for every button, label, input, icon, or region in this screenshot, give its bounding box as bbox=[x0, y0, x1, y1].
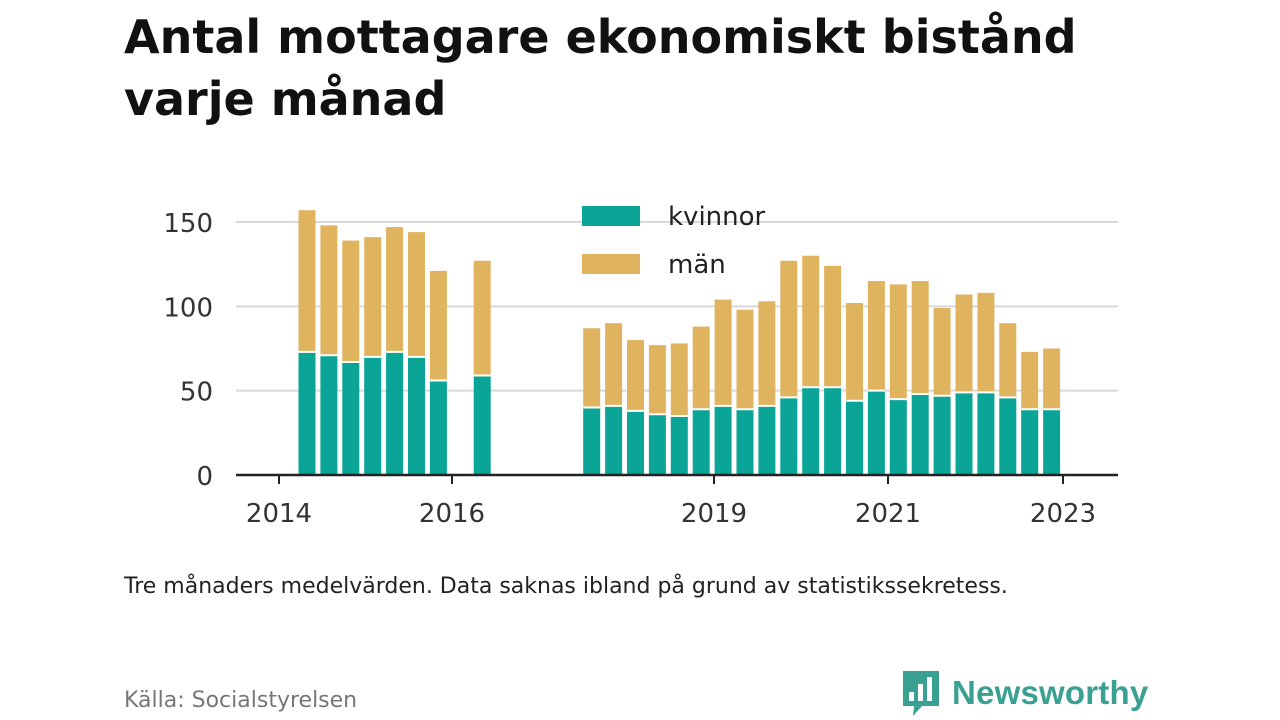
bar-man bbox=[670, 343, 688, 416]
bar-man bbox=[824, 265, 842, 388]
x-tick-label: 2019 bbox=[681, 499, 747, 529]
bar-kvinnor bbox=[364, 356, 382, 475]
y-tick-label: 0 bbox=[196, 462, 213, 492]
x-tick-label: 2016 bbox=[419, 499, 485, 529]
bar-chart: 0 50 100 150 2014 2016 2019 2021 2023 kvinnor män bbox=[163, 202, 1118, 529]
bar-man bbox=[977, 292, 995, 393]
bar-kvinnor bbox=[386, 351, 404, 475]
bar-man bbox=[714, 299, 732, 406]
bar-man bbox=[692, 326, 710, 410]
bar-kvinnor bbox=[999, 397, 1017, 475]
x-tick-label: 2014 bbox=[246, 499, 312, 529]
y-tick-label: 100 bbox=[163, 293, 213, 323]
bar-kvinnor bbox=[867, 390, 885, 475]
y-tick-label: 150 bbox=[163, 209, 213, 239]
source-text: Källa: Socialstyrelsen bbox=[124, 688, 358, 713]
bar-kvinnor bbox=[429, 380, 447, 475]
bar-kvinnor bbox=[758, 405, 776, 475]
bar-man bbox=[758, 301, 776, 406]
legend-swatch bbox=[582, 254, 640, 274]
bar-man bbox=[298, 210, 316, 352]
bar-man bbox=[846, 302, 863, 401]
bar-kvinnor bbox=[824, 387, 842, 475]
bar-kvinnor bbox=[605, 405, 623, 475]
bar-kvinnor bbox=[802, 387, 820, 475]
bar-man bbox=[889, 284, 907, 400]
bar-kvinnor bbox=[955, 392, 973, 475]
bar-man bbox=[364, 237, 382, 357]
y-tick-label: 50 bbox=[180, 378, 213, 408]
bar-kvinnor bbox=[933, 395, 951, 475]
bar-kvinnor bbox=[1043, 409, 1061, 475]
bar-kvinnor bbox=[692, 409, 710, 475]
bar-kvinnor bbox=[1021, 409, 1039, 475]
bar-kvinnor bbox=[889, 399, 907, 475]
bar-man bbox=[1021, 351, 1039, 410]
bar-man bbox=[1043, 348, 1061, 410]
legend-swatch bbox=[582, 206, 640, 226]
bar-kvinnor bbox=[408, 356, 425, 475]
bar-kvinnor bbox=[648, 414, 666, 475]
bar-man bbox=[648, 345, 666, 415]
bar-man bbox=[320, 225, 338, 356]
newsworthy-logo-icon bbox=[903, 671, 939, 716]
bar-kvinnor bbox=[911, 394, 929, 475]
legend-label: kvinnor bbox=[668, 202, 766, 232]
bar-kvinnor bbox=[736, 409, 754, 475]
legend-label: män bbox=[668, 250, 726, 280]
bar-man bbox=[429, 270, 447, 381]
bar-man bbox=[955, 294, 973, 393]
bar-man bbox=[408, 232, 425, 357]
bar-kvinnor bbox=[473, 375, 491, 475]
bar-man bbox=[627, 340, 644, 411]
chart-note: Tre månaders medelvärden. Data saknas ib… bbox=[124, 574, 1008, 599]
bar-man bbox=[386, 227, 404, 352]
brand-name: Newsworthy bbox=[952, 674, 1149, 711]
chart-title: Antal mottagare ekonomiskt bistånd varje… bbox=[124, 10, 1077, 126]
bar-man bbox=[780, 260, 798, 398]
bar-man bbox=[605, 323, 623, 406]
bar-kvinnor bbox=[298, 351, 316, 475]
bar-man bbox=[911, 281, 929, 395]
bar-kvinnor bbox=[780, 397, 798, 475]
bar-kvinnor bbox=[977, 392, 995, 475]
bar-kvinnor bbox=[583, 407, 601, 475]
bar-kvinnor bbox=[320, 355, 338, 475]
bar-man bbox=[583, 328, 601, 408]
bar-kvinnor bbox=[846, 400, 863, 475]
bar-man bbox=[867, 281, 885, 391]
x-tick-label: 2021 bbox=[855, 499, 921, 529]
bar-kvinnor bbox=[342, 361, 360, 475]
bar-man bbox=[933, 308, 951, 396]
newsworthy-logo[interactable]: Newsworthy bbox=[900, 668, 1148, 718]
bar-man bbox=[999, 323, 1017, 398]
bar-man bbox=[802, 255, 820, 388]
bar-kvinnor bbox=[670, 415, 688, 475]
bar-kvinnor bbox=[627, 410, 644, 475]
bar-man bbox=[342, 240, 360, 362]
x-tick-label: 2023 bbox=[1030, 499, 1096, 529]
bar-man bbox=[473, 260, 491, 376]
bar-kvinnor bbox=[714, 405, 732, 475]
bar-man bbox=[736, 309, 754, 410]
